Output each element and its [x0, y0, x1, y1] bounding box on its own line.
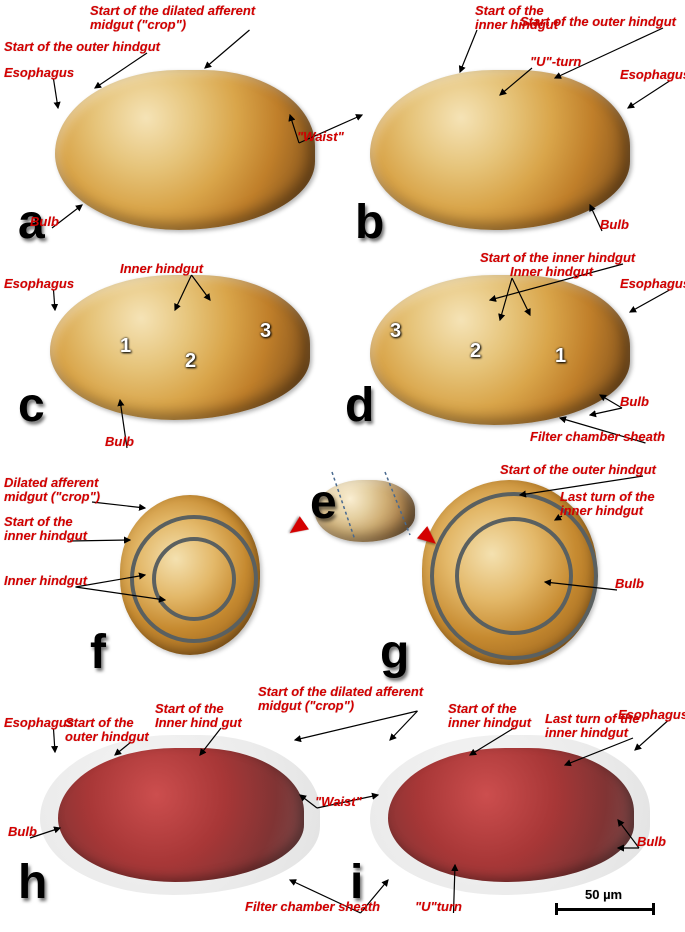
anatomy-label: Esophagus [620, 68, 685, 82]
anatomy-label: Bulb [637, 835, 666, 849]
anatomy-label: Start of theouter hindgut [65, 716, 149, 743]
panel-letter: h [18, 855, 47, 910]
anatomy-label: Inner hindgut [4, 574, 87, 588]
anatomy-label: Start of theInner hind gut [155, 702, 242, 729]
anatomy-label: Last turn of theinner hindgut [560, 490, 655, 517]
red-h [58, 748, 304, 882]
figure-canvas: { "canvas":{"w":685,"h":932,"bg":"#fffff… [0, 0, 685, 932]
anatomy-label: Start of the outer hindgut [500, 463, 656, 477]
panel-letter: e [310, 475, 337, 530]
slice-f-ring-inner [152, 537, 236, 621]
anatomy-label: Filter chamber sheath [245, 900, 380, 914]
anatomy-label: Esophagus [4, 716, 74, 730]
anatomy-label: Start of the inner hindgut [480, 251, 635, 265]
scale-bar [555, 908, 655, 911]
anatomy-label: "U"-turn [530, 55, 581, 69]
overlay-number: 3 [390, 320, 401, 343]
anatomy-label: Esophagus [4, 277, 74, 291]
anatomy-label: Start of theinner hindgut [448, 702, 531, 729]
anatomy-label: Bulb [600, 218, 629, 232]
organ-a [55, 70, 315, 230]
slice-g-ring-inner [455, 517, 573, 635]
overlay-number: 1 [555, 345, 566, 368]
anatomy-label: Esophagus [620, 277, 685, 291]
anatomy-label: Bulb [30, 215, 59, 229]
anatomy-label: Inner hindgut [120, 262, 203, 276]
organ-c [50, 275, 310, 420]
organ-b [370, 70, 630, 230]
anatomy-label: "Waist" [297, 130, 344, 144]
anatomy-label: Start of the dilated afferentmidgut ("cr… [258, 685, 423, 712]
anatomy-label: Dilated afferentmidgut ("crop") [4, 476, 100, 503]
anatomy-label: Esophagus [618, 708, 685, 722]
overlay-number: 2 [470, 340, 481, 363]
panel-letter: c [18, 378, 45, 433]
red-i [388, 748, 634, 882]
overlay-number: 1 [120, 335, 131, 358]
anatomy-label: "U"turn [415, 900, 462, 914]
red-arrow-icon [285, 516, 309, 539]
anatomy-label: Start of theinner hindgut [4, 515, 87, 542]
anatomy-label: Start of the outer hindgut [520, 15, 676, 29]
anatomy-label: Filter chamber sheath [530, 430, 665, 444]
panel-letter: d [345, 378, 374, 433]
organ-d [370, 275, 630, 425]
anatomy-label: Bulb [615, 577, 644, 591]
panel-letter: g [380, 625, 409, 680]
panel-letter: b [355, 195, 384, 250]
scale-label: 50 µm [585, 888, 622, 902]
anatomy-label: Start of the dilated afferentmidgut ("cr… [90, 4, 255, 31]
anatomy-label: Inner hindgut [510, 265, 593, 279]
anatomy-label: Esophagus [4, 66, 74, 80]
anatomy-label: Start of the outer hindgut [4, 40, 160, 54]
anatomy-label: "Waist" [315, 795, 362, 809]
anatomy-label: Bulb [105, 435, 134, 449]
anatomy-label: Bulb [620, 395, 649, 409]
overlay-number: 3 [260, 320, 271, 343]
overlay-number: 2 [185, 350, 196, 373]
anatomy-label: Bulb [8, 825, 37, 839]
panel-letter: f [90, 625, 106, 680]
